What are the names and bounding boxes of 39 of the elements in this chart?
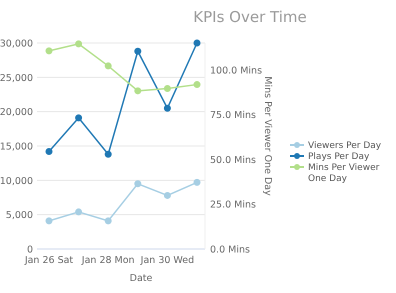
- point: [134, 48, 142, 55]
- y-tick-label: 0: [26, 244, 33, 256]
- y2-tick-label: 0.0 Mins: [210, 244, 250, 256]
- y-tick-label: 5,000: [6, 210, 33, 222]
- point: [46, 148, 52, 155]
- y2-tick-label: 100.0 Mins: [210, 65, 262, 76]
- y-tick-label: 10,000: [0, 176, 33, 187]
- point: [194, 40, 200, 46]
- text: KPIs Over Time: [193, 8, 307, 26]
- legend-label: Viewers Per Day: [308, 141, 382, 151]
- point: [75, 40, 82, 48]
- x-tick-label: Jan 30 Wed: [140, 255, 194, 266]
- y2-tick-label: 50.0 Mins: [210, 154, 256, 166]
- point: [104, 62, 112, 70]
- point: [75, 208, 82, 216]
- y-tick-label: 25,000: [0, 72, 33, 84]
- y2-tick-label: 75.0 Mins: [210, 110, 256, 122]
- point: [164, 85, 171, 92]
- point: [46, 47, 52, 54]
- y2-tick-label: 25.0 Mins: [210, 200, 256, 211]
- point: [46, 217, 52, 224]
- point: [75, 114, 82, 122]
- x-axis-title: Date: [130, 273, 152, 284]
- legend-label: Mins Per Viewer One Day: [308, 163, 380, 184]
- y-tick-label: 20,000: [0, 107, 33, 118]
- point: [104, 150, 112, 158]
- y2-axis-title: Mins Per Viewer One Day: [262, 76, 273, 196]
- y-tick-label: 15,000: [0, 142, 33, 152]
- legend-label: Plays Per Day: [308, 152, 370, 162]
- point: [104, 217, 112, 224]
- point: [164, 104, 171, 112]
- point: [134, 180, 142, 188]
- point: [164, 192, 171, 199]
- x-tick-label: Jan 28 Mon: [80, 255, 135, 266]
- point: [194, 178, 200, 186]
- point: [134, 87, 142, 94]
- point: [194, 81, 200, 88]
- x-tick-label: Jan 26 Sat: [24, 255, 74, 266]
- y-tick-label: 30,000: [0, 38, 33, 50]
